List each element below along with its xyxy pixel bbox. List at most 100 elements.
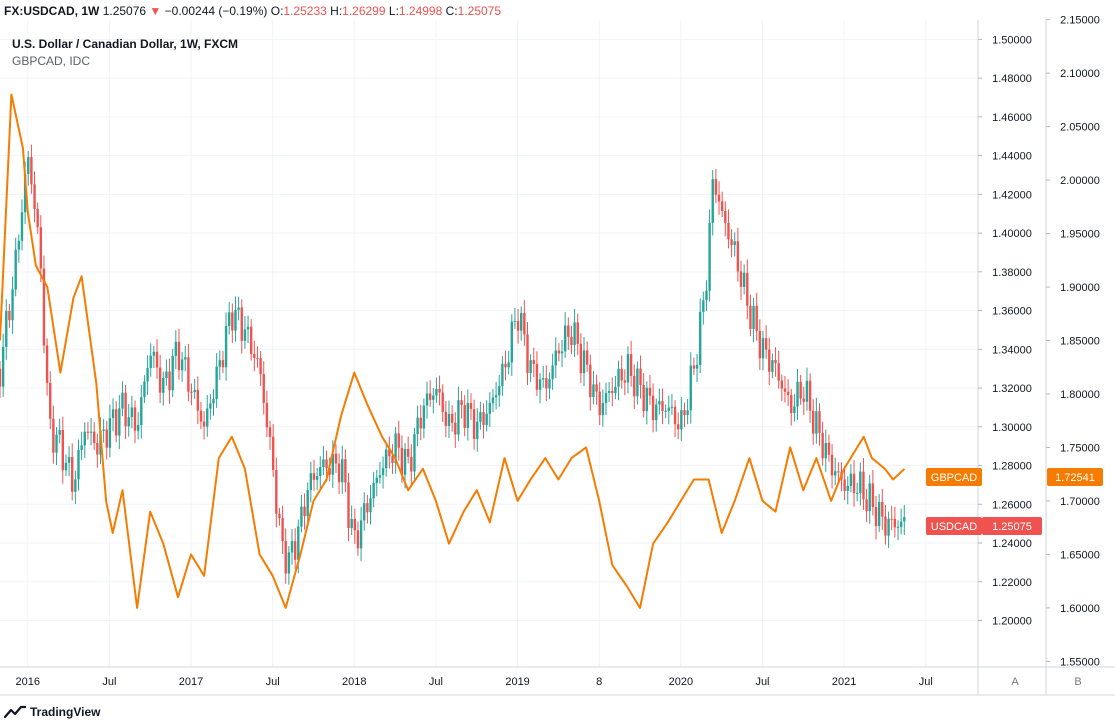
usdcad-candle-body	[325, 459, 328, 469]
usdcad-candle-body	[774, 360, 777, 364]
usdcad-candle-body	[328, 468, 331, 475]
compare-scale-button[interactable]: B	[1074, 676, 1081, 688]
usdcad-candle-body	[563, 325, 567, 352]
usdcad-candle-body	[55, 434, 58, 453]
usdcad-candle-body	[805, 380, 809, 402]
usdcad-candle-body	[821, 432, 824, 459]
usdcad-candle-body	[523, 312, 526, 335]
usdcad-candle-body	[667, 407, 670, 411]
usdcad-candle-body	[284, 541, 287, 574]
usdcad-candle-body	[802, 398, 806, 402]
usdcad-candle-body	[874, 507, 878, 527]
usdcad-candle-body	[168, 371, 171, 391]
usdcad-candle-body	[74, 479, 77, 492]
ohlc-header: FX:USDCAD, 1W 1.25076 ▼ −0.00244 (−0.19%…	[4, 4, 501, 18]
usdcad-candle-body	[567, 325, 570, 337]
usdcad-candle-body	[868, 483, 871, 512]
right-axis-tick-label: 1.70000	[1060, 496, 1100, 508]
right-axis-tick-label: 1.55000	[1060, 656, 1100, 668]
usdcad-candle-body	[589, 364, 592, 398]
usdcad-candle-body	[444, 411, 448, 426]
left-axis-tick-label: 1.30000	[992, 422, 1032, 434]
usdcad-candle-body	[130, 407, 134, 418]
usdcad-candle-body	[224, 326, 228, 368]
usdcad-candle-body	[218, 360, 221, 367]
usdcad-candle-body	[49, 382, 52, 419]
left-axis-tick-label: 1.50000	[992, 34, 1032, 46]
usdcad-candle-body	[786, 391, 790, 396]
usdcad-candle-body	[592, 384, 595, 398]
left-axis-tick-label: 1.40000	[992, 228, 1032, 240]
usdcad-candle-body	[45, 345, 49, 383]
usdcad-candle-body	[626, 354, 630, 383]
symbol-label[interactable]: FX:USDCAD, 1W	[4, 4, 100, 18]
usdcad-candle-body	[488, 402, 492, 414]
usdcad-candle-body	[246, 326, 250, 330]
left-axis-tick-label: 1.44000	[992, 151, 1032, 163]
usdcad-candle-body	[755, 305, 758, 331]
usdcad-candle-body	[705, 290, 708, 301]
usdcad-candle-body	[551, 365, 554, 380]
usdcad-candle-body	[849, 473, 853, 486]
usdcad-candle-body	[837, 471, 840, 473]
usdcad-candle-body	[808, 380, 812, 411]
usdcad-price-axis[interactable]: 1.20000 1.22000 1.24000 1.26000 1.28000 1.300…	[978, 34, 1032, 628]
branding-text: TradingView	[30, 705, 101, 719]
usdcad-candle-body	[114, 409, 118, 436]
usdcad-candle-body	[604, 392, 608, 403]
usdcad-candle-body	[67, 456, 71, 463]
usdcad-candle-body	[548, 379, 551, 389]
usdcad-candle-body	[278, 513, 281, 519]
gbpcad-price-axis[interactable]: 1.55000 1.60000 1.65000 1.70000 1.75000 1.800…	[1046, 15, 1100, 669]
usdcad-candle-body	[683, 410, 686, 416]
usdcad-candle-body	[403, 448, 407, 475]
left-axis-tick-label: 1.48000	[992, 73, 1032, 85]
usdcad-candle-body	[209, 403, 212, 409]
usdcad-candle-body	[454, 422, 457, 435]
usdcad-candle-body	[275, 470, 278, 514]
right-axis-tick-label: 2.00000	[1060, 175, 1100, 187]
usdcad-candle-body	[375, 477, 378, 483]
main-series-legend[interactable]: U.S. Dollar / Canadian Dollar, 1W, FXCM	[12, 37, 239, 51]
usdcad-candle-body	[127, 417, 130, 427]
right-axis-tick-label: 1.60000	[1060, 603, 1100, 615]
usdcad-candle-body	[752, 305, 755, 330]
usdcad-candle-body	[432, 395, 435, 400]
usdcad-candle-body	[651, 395, 655, 421]
compare-series-legend[interactable]: GBPCAD, IDC	[12, 54, 91, 68]
usdcad-candle-body	[435, 388, 438, 396]
usdcad-candle-body	[793, 406, 796, 414]
usdcad-candle-body	[491, 397, 495, 403]
usdcad-candle-body	[633, 375, 636, 397]
usdcad-candle-body	[256, 358, 259, 360]
auto-scale-button[interactable]: A	[1011, 676, 1019, 688]
usdcad-candle-body	[441, 392, 444, 412]
usdcad-candle-body	[877, 501, 881, 527]
usdcad-candle-body	[190, 391, 193, 393]
usdcad-candle-body	[570, 336, 573, 345]
usdcad-candle-body	[450, 413, 454, 423]
usdcad-candle-body	[859, 471, 862, 493]
usdcad-candle-body	[702, 300, 705, 312]
usdcad-candle-body	[639, 368, 642, 385]
usdcad-candle-body	[86, 431, 90, 433]
usdcad-candle-body	[698, 311, 702, 365]
usdcad-candle-body	[253, 353, 256, 359]
usdcad-candle-body	[761, 338, 765, 359]
usdcad-candle-body	[482, 412, 485, 426]
usdcad-candle-body	[623, 380, 627, 383]
time-axis[interactable]: 2016 Jul 2017 Jul 2018 Jul 2019 8 2020 Jul 2021 Jul	[16, 676, 933, 688]
usdcad-candle-body	[158, 367, 162, 393]
usdcad-candle-body	[5, 311, 8, 347]
usdcad-candle-body	[297, 526, 300, 560]
usdcad-candles	[0, 144, 906, 585]
usdcad-candle-body	[118, 408, 121, 436]
usdcad-candle-body	[174, 341, 178, 356]
tradingview-branding[interactable]: TradingView	[4, 705, 100, 719]
usdcad-candle-body	[893, 518, 897, 528]
usdcad-candle-body	[0, 368, 2, 387]
scale-buttons[interactable]: A B	[1011, 676, 1081, 688]
left-axis-tick-label: 1.38000	[992, 267, 1032, 279]
